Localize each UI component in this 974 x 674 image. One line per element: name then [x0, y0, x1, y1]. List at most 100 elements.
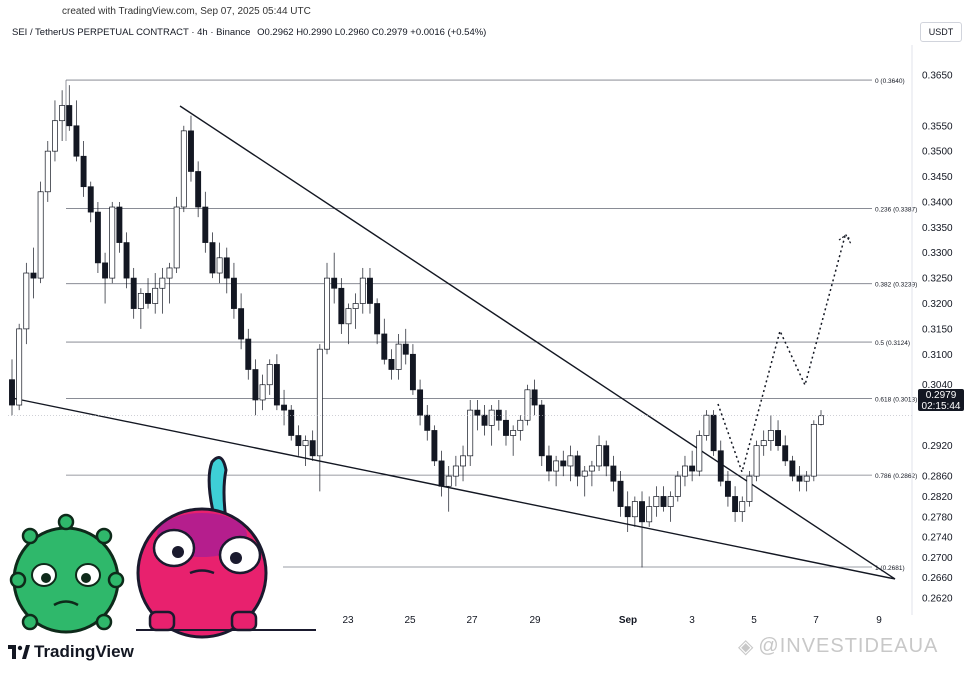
- y-tick-label: 0.2920: [922, 441, 953, 452]
- candle-bearish: [481, 414, 488, 426]
- candle-bearish: [281, 404, 288, 411]
- candle-bearish: [603, 445, 610, 467]
- candle-bearish: [273, 364, 280, 406]
- candle-bearish: [538, 404, 545, 457]
- candle-bullish: [59, 105, 66, 122]
- candle-bearish: [639, 501, 645, 523]
- candle-bullish: [767, 430, 774, 441]
- cherry-foot-right: [230, 610, 258, 632]
- candle-bullish: [631, 501, 638, 518]
- candle-bullish: [460, 455, 466, 467]
- y-tick-label: 0.2860: [922, 472, 953, 483]
- candle-bearish: [367, 277, 373, 304]
- fib-level-label: 0.618 (0.3013): [875, 396, 917, 403]
- candle-bullish: [753, 445, 760, 477]
- candle-bearish: [417, 389, 424, 416]
- candle-bullish: [137, 292, 144, 309]
- projection-arrowhead: [838, 234, 852, 245]
- candle-bullish: [452, 465, 459, 477]
- y-tick-label: 0.3650: [922, 71, 953, 82]
- candle-bullish: [216, 257, 223, 274]
- candle-bullish: [52, 120, 58, 152]
- virus-spike: [107, 571, 125, 589]
- y-tick-label: 0.3550: [922, 121, 953, 132]
- y-tick-label: 0.3040: [922, 380, 953, 391]
- cherry-foot-left: [148, 610, 176, 632]
- candle-bullish: [553, 460, 560, 472]
- symbol-title[interactable]: SEI / TetherUS PERPETUAL CONTRACT · 4h ·…: [12, 27, 251, 38]
- candle-bearish: [409, 353, 416, 391]
- x-tick-label: 3: [689, 615, 695, 626]
- candle-bullish: [567, 455, 574, 467]
- created-caption: created with TradingView.com, Sep 07, 20…: [62, 6, 311, 17]
- x-tick-label: 9: [876, 615, 882, 626]
- candle-bearish: [331, 277, 338, 289]
- tv-logo-icon: [8, 645, 30, 659]
- candle-bullish: [266, 364, 273, 386]
- y-tick-label: 0.3400: [922, 197, 953, 208]
- candle-bearish: [80, 155, 87, 188]
- virus-spike: [9, 571, 27, 589]
- candle-bearish: [689, 465, 696, 472]
- candle-bullish: [667, 496, 674, 507]
- y-tick-label: 0.2620: [922, 594, 953, 605]
- candle-bearish: [374, 303, 381, 335]
- candle-bullish: [467, 409, 474, 457]
- virus-pupil-right: [81, 573, 91, 583]
- projection-path: [717, 234, 853, 475]
- candle-bullish: [674, 475, 681, 497]
- candle-bullish: [803, 475, 810, 482]
- virus-spike: [95, 613, 113, 631]
- last-price: 0.2979: [925, 390, 957, 401]
- candle-bullish: [510, 430, 517, 436]
- wedge-upper-line: [179, 105, 896, 580]
- candle-bullish: [746, 475, 753, 502]
- candle-bullish: [159, 277, 166, 289]
- y-tick-label: 0.3300: [922, 248, 953, 259]
- currency-button[interactable]: USDT: [920, 22, 962, 42]
- y-tick-label: 0.3450: [922, 172, 953, 183]
- green-virus-mascot: [9, 513, 125, 634]
- candle-bearish: [660, 496, 667, 507]
- cherry-mouth: [189, 569, 215, 575]
- candle-bearish: [123, 242, 130, 279]
- candle-bearish: [610, 465, 617, 482]
- symbol-info: SEI / TetherUS PERPETUAL CONTRACT · 4h ·…: [12, 27, 486, 38]
- candle-bearish: [503, 419, 509, 436]
- fib-level-label: 0.236 (0.3387): [875, 207, 917, 214]
- candle-bearish: [717, 450, 724, 482]
- candle-bullish: [517, 419, 524, 431]
- candle-bearish: [295, 435, 302, 447]
- candle-bearish: [9, 379, 15, 406]
- candle-bearish: [87, 186, 94, 213]
- fib-level-label: 0.786 (0.2862): [875, 473, 917, 480]
- candle-bearish: [116, 206, 123, 243]
- candle-bearish: [102, 262, 109, 279]
- candle-bearish: [545, 455, 552, 472]
- candle-bullish: [682, 465, 688, 477]
- watermark-text: @INVESTIDEAUA: [758, 635, 939, 657]
- candle-bearish: [574, 455, 581, 477]
- y-tick-label: 0.2740: [922, 533, 953, 544]
- virus-mouth: [53, 600, 79, 607]
- y-tick-label: 0.3150: [922, 324, 953, 335]
- ohlc-values: O0.2962 H0.2990 L0.2960 C0.2979 +0.0016 …: [257, 27, 487, 38]
- candle-bullish: [395, 343, 402, 370]
- candle-bullish: [703, 414, 710, 436]
- last-price-tag: 0.2979 02:15:44: [918, 389, 964, 412]
- candle-bullish: [345, 308, 352, 325]
- candle-bearish: [782, 445, 789, 462]
- candle-bearish: [560, 460, 567, 467]
- candle-bearish: [230, 277, 237, 309]
- candle-bullish: [739, 501, 746, 513]
- y-tick-label: 0.2820: [922, 492, 953, 503]
- candle-bearish: [617, 480, 624, 507]
- candle-bullish: [810, 423, 817, 477]
- candle-bearish: [73, 125, 80, 157]
- tradingview-logo: TradingView: [8, 642, 134, 662]
- candle-bullish: [581, 470, 588, 477]
- virus-spike: [57, 513, 75, 531]
- cherry-stem: [207, 456, 228, 521]
- candle-bearish: [710, 414, 717, 452]
